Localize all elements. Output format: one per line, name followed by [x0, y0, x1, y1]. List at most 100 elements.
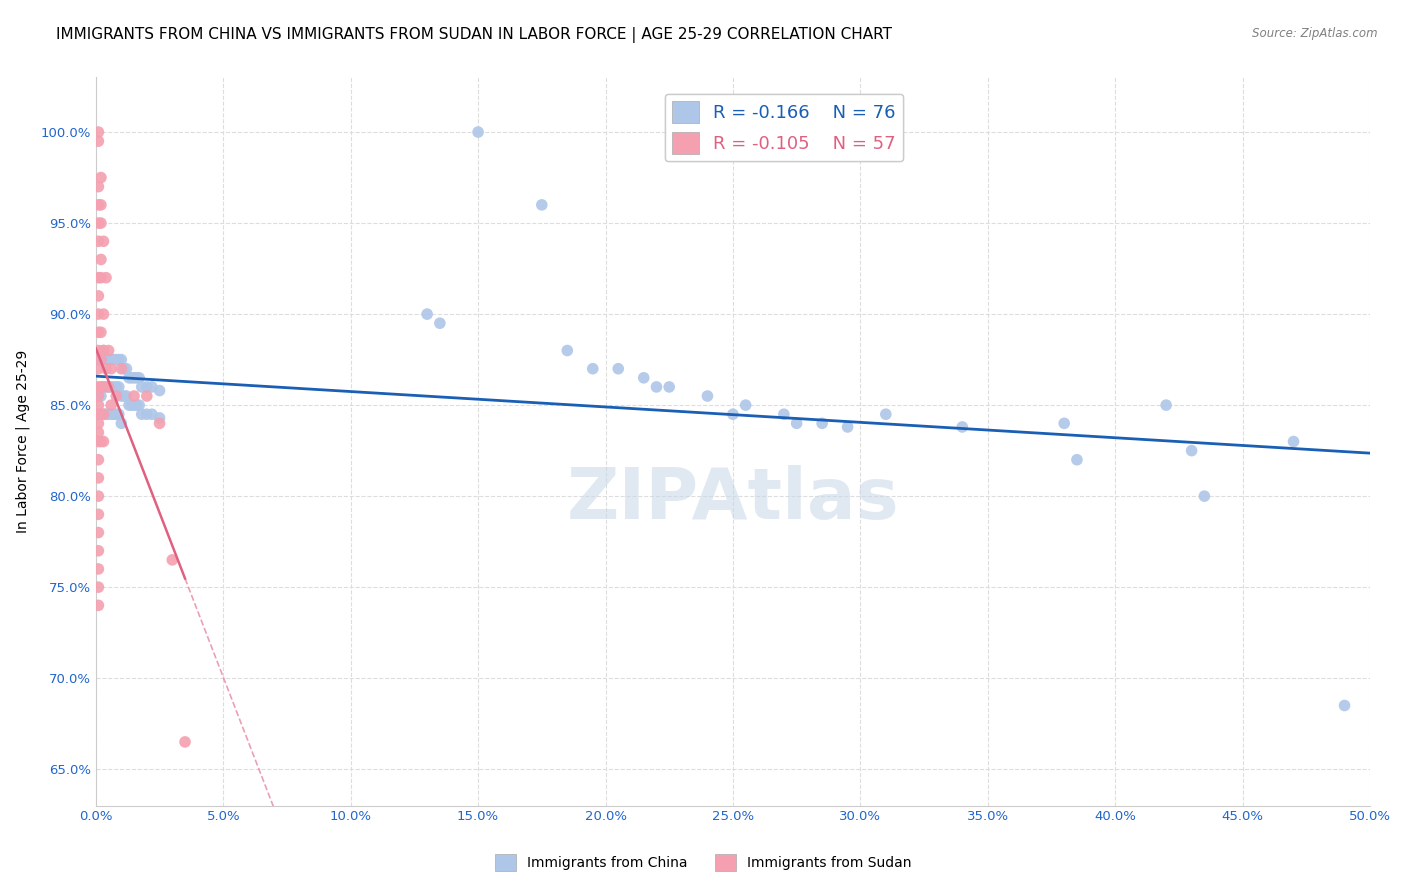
Point [582, 361, 605, 376]
Point [90, 198, 112, 212]
Point [118, 398, 141, 412]
Point [87, 380, 110, 394]
Point [1194, 489, 1216, 503]
Point [734, 398, 756, 412]
Point [811, 417, 834, 431]
Point [122, 389, 145, 403]
Point [721, 407, 744, 421]
Point [90, 326, 112, 340]
Point [148, 410, 170, 425]
Point [87, 389, 110, 403]
Point [87, 179, 110, 194]
Point [131, 407, 153, 421]
Point [128, 398, 150, 412]
Point [93, 343, 115, 358]
Point [87, 452, 110, 467]
Point [112, 389, 135, 403]
Point [633, 371, 655, 385]
Point [110, 417, 132, 431]
Point [94, 270, 117, 285]
Point [93, 380, 115, 394]
Text: IMMIGRANTS FROM CHINA VS IMMIGRANTS FROM SUDAN IN LABOR FORCE | AGE 25-29 CORREL: IMMIGRANTS FROM CHINA VS IMMIGRANTS FROM… [56, 27, 893, 43]
Point [87, 425, 110, 440]
Point [786, 417, 808, 431]
Point [87, 599, 110, 613]
Point [135, 389, 157, 403]
Point [105, 389, 128, 403]
Point [416, 307, 439, 321]
Legend: Immigrants from China, Immigrants from Sudan: Immigrants from China, Immigrants from S… [489, 848, 917, 876]
Point [87, 307, 110, 321]
Point [125, 371, 148, 385]
Point [87, 352, 110, 367]
Point [773, 407, 796, 421]
Point [115, 389, 138, 403]
Point [94, 380, 117, 394]
Point [125, 398, 148, 412]
Point [1154, 398, 1177, 412]
Point [97, 380, 120, 394]
Point [87, 525, 110, 540]
Point [875, 407, 897, 421]
Point [1282, 434, 1305, 449]
Point [103, 380, 125, 394]
Point [100, 407, 122, 421]
Point [107, 352, 129, 367]
Point [87, 398, 110, 412]
Point [87, 234, 110, 248]
Point [100, 361, 122, 376]
Point [107, 380, 129, 394]
Point [118, 371, 141, 385]
Point [100, 352, 122, 367]
Point [90, 380, 112, 394]
Point [90, 389, 112, 403]
Y-axis label: In Labor Force | Age 25-29: In Labor Force | Age 25-29 [15, 350, 30, 533]
Point [555, 343, 578, 358]
Point [110, 389, 132, 403]
Point [658, 380, 681, 394]
Point [93, 407, 115, 421]
Point [87, 580, 110, 594]
Point [1181, 443, 1204, 458]
Point [87, 389, 110, 403]
Point [87, 198, 110, 212]
Point [87, 361, 110, 376]
Point [90, 270, 112, 285]
Point [87, 270, 110, 285]
Point [90, 352, 112, 367]
Point [122, 398, 145, 412]
Point [87, 407, 110, 421]
Point [97, 380, 120, 394]
Point [90, 434, 112, 449]
Point [103, 407, 125, 421]
Point [90, 352, 112, 367]
Point [105, 380, 128, 394]
Point [1053, 417, 1076, 431]
Point [97, 343, 120, 358]
Point [112, 361, 135, 376]
Point [97, 352, 120, 367]
Point [87, 489, 110, 503]
Point [93, 343, 115, 358]
Point [87, 508, 110, 522]
Point [87, 125, 110, 139]
Point [100, 398, 122, 412]
Point [530, 198, 553, 212]
Point [93, 380, 115, 394]
Point [87, 326, 110, 340]
Point [110, 352, 132, 367]
Point [90, 216, 112, 230]
Point [467, 125, 489, 139]
Text: Source: ZipAtlas.com: Source: ZipAtlas.com [1253, 27, 1378, 40]
Point [148, 384, 170, 398]
Point [87, 289, 110, 303]
Point [115, 361, 138, 376]
Point [141, 380, 163, 394]
Point [645, 380, 668, 394]
Point [97, 407, 120, 421]
Point [141, 407, 163, 421]
Point [87, 471, 110, 485]
Point [131, 380, 153, 394]
Point [94, 407, 117, 421]
Point [1333, 698, 1355, 713]
